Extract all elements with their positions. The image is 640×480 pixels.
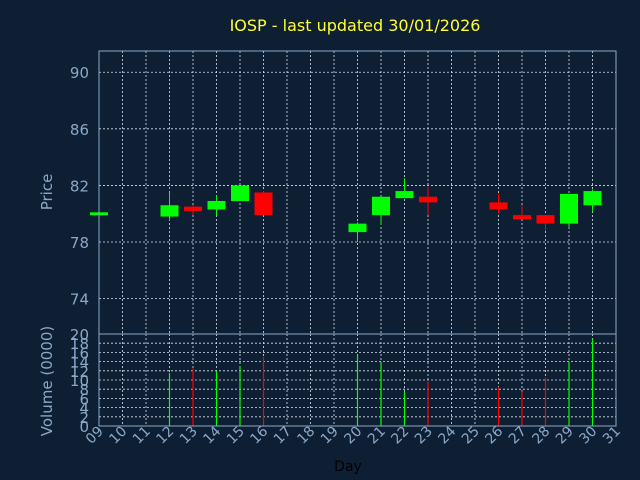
candle-body: [513, 215, 531, 220]
volume-y-tick-label: 18: [70, 335, 89, 353]
volume-y-tick-label: 0: [79, 418, 89, 436]
candle-body: [160, 205, 179, 217]
volume-y-tick-label: 16: [70, 344, 89, 362]
chart-title: IOSP - last updated 30/01/2026: [230, 16, 481, 35]
volume-y-tick-label: 14: [70, 354, 89, 372]
price-y-tick-label: 74: [70, 291, 89, 309]
candle-day-30: [583, 189, 602, 211]
candle-body: [395, 191, 414, 199]
candle-day-15: [231, 185, 249, 201]
candle-body: [231, 185, 249, 201]
candle-body: [254, 192, 273, 216]
volume-bars: [168, 338, 594, 426]
volume-axis-label: Volume (0000): [38, 326, 56, 436]
candle-body: [536, 215, 555, 224]
volume-y-tick-label: 8: [79, 381, 89, 399]
candle-body: [207, 200, 226, 210]
price-candles: [90, 178, 602, 243]
candle-body: [583, 191, 602, 206]
price-y-tick-labels: 74 78 82 86 90: [70, 64, 89, 308]
price-axis-label: Price: [38, 174, 56, 211]
candle-body: [372, 196, 390, 216]
candle-body: [348, 223, 367, 233]
x-axis-label: Day: [334, 459, 362, 475]
price-y-tick-label: 78: [70, 234, 89, 252]
candle-body: [560, 193, 578, 224]
candle-day-27: [513, 205, 531, 220]
volume-panel-frame: [98, 333, 617, 427]
candle-day-14: [207, 195, 226, 216]
candle-day-13: [184, 205, 202, 216]
x-tick-labels: 09 10 11 12 13 14 15 16 17 18 19 20 21 22 23 24 25 26 27 28…: [83, 423, 624, 447]
candle-day-21: [372, 196, 390, 226]
candle-body: [419, 196, 437, 203]
volume-y-tick-label: 6: [79, 390, 89, 408]
price-y-tick-label: 90: [70, 64, 89, 82]
volume-y-tick-label: 2: [79, 409, 89, 427]
candle-body: [489, 202, 508, 210]
volume-y-tick-label: 10: [70, 372, 89, 390]
candle-day-16: [254, 191, 273, 216]
candle-body: [184, 206, 202, 211]
volume-y-tick-label: 12: [70, 363, 89, 381]
candle-day-22: [395, 178, 414, 199]
volume-y-tick-label: 4: [79, 400, 89, 418]
candle-day-29: [560, 193, 578, 228]
candle-day-28: [536, 215, 555, 231]
price-y-tick-label: 82: [70, 177, 89, 195]
price-y-tick-label: 86: [70, 121, 89, 139]
candle-day-12: [160, 192, 179, 221]
volume-y-tick-label: 20: [70, 326, 89, 344]
candle-day-20: [348, 222, 367, 243]
candle-day-26: [489, 193, 508, 214]
candle-day-23: [419, 186, 437, 216]
